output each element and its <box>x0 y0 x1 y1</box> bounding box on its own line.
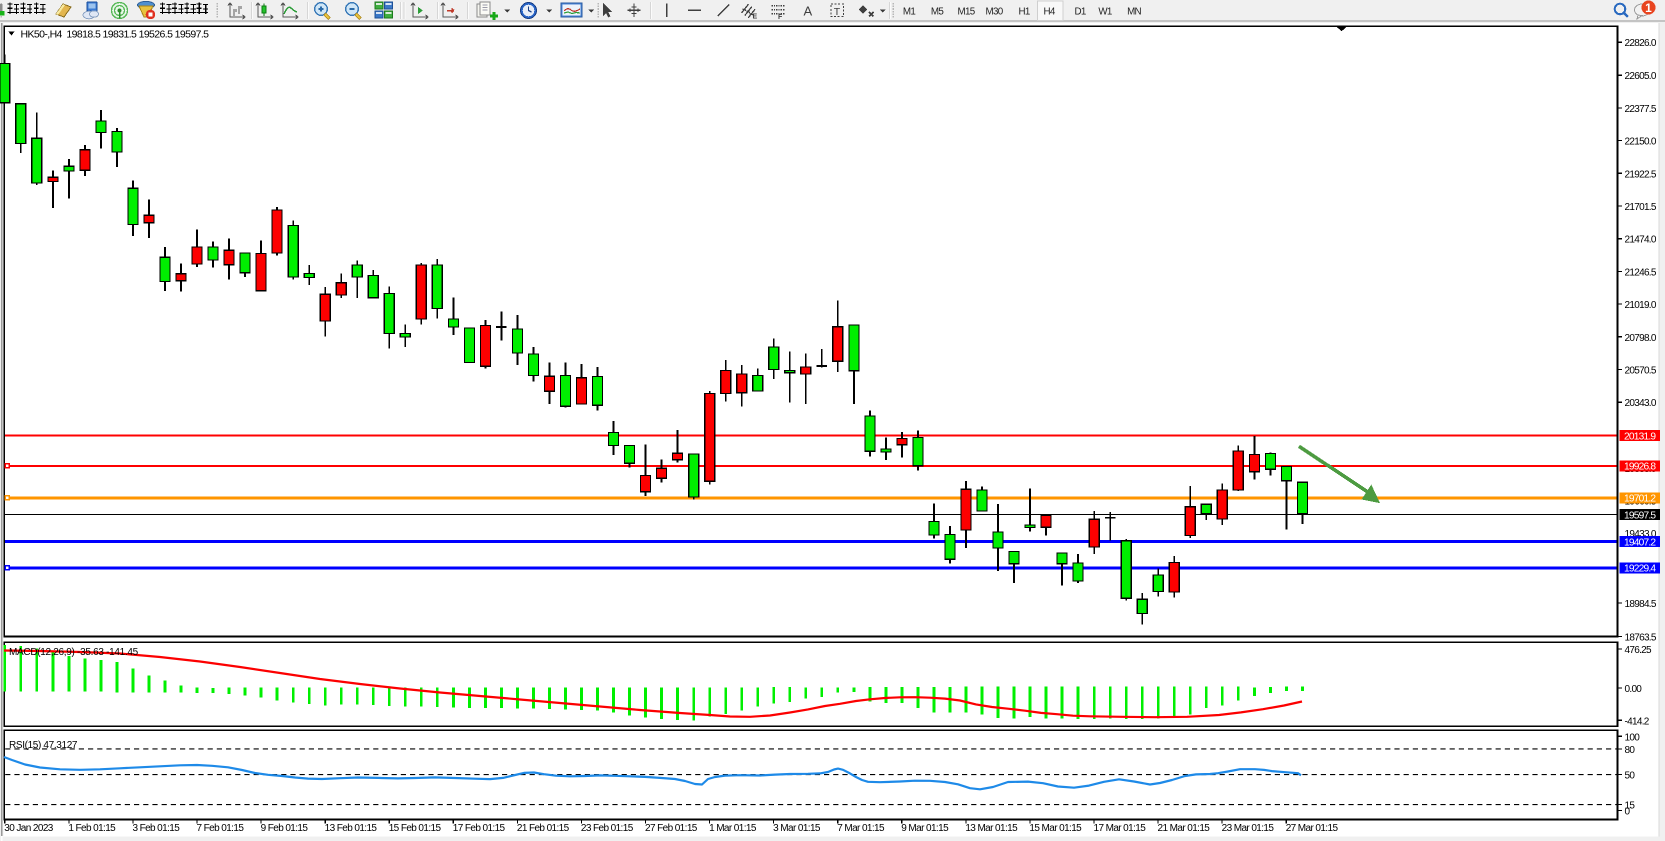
svg-text:19407.2: 19407.2 <box>1624 537 1656 548</box>
svg-text:T: T <box>834 6 841 18</box>
svg-text:0: 0 <box>1625 807 1631 818</box>
svg-text:21 Mar 01:15: 21 Mar 01:15 <box>1158 823 1211 834</box>
svg-text:MACD(12,26,9) -35.63 -141.45: MACD(12,26,9) -35.63 -141.45 <box>9 647 139 658</box>
svg-text:19433.0: 19433.0 <box>1625 529 1657 540</box>
svg-text:80: 80 <box>1625 745 1636 756</box>
svg-text:1 Feb 01:15: 1 Feb 01:15 <box>68 823 116 834</box>
svg-text:21246.5: 21246.5 <box>1625 267 1657 278</box>
svg-text:22605.0: 22605.0 <box>1625 71 1657 82</box>
svg-text:22826.0: 22826.0 <box>1625 38 1657 49</box>
svg-text:3 Mar 01:15: 3 Mar 01:15 <box>773 823 821 834</box>
svg-text:13 Feb 01:15: 13 Feb 01:15 <box>325 823 378 834</box>
svg-text:3 Feb 01:15: 3 Feb 01:15 <box>132 823 180 834</box>
svg-text:0.00: 0.00 <box>1625 684 1643 695</box>
svg-text:20570.5: 20570.5 <box>1625 366 1657 377</box>
svg-text:18984.5: 18984.5 <box>1625 599 1657 610</box>
svg-text:MN: MN <box>1127 7 1141 18</box>
svg-text:20131.9: 20131.9 <box>1624 431 1656 442</box>
svg-text:22150.0: 22150.0 <box>1625 137 1657 148</box>
svg-text:F: F <box>778 14 783 21</box>
svg-text:W1: W1 <box>1098 7 1112 18</box>
svg-text:22377.5: 22377.5 <box>1625 104 1657 115</box>
svg-text:H1: H1 <box>1018 7 1029 18</box>
svg-text:21 Feb 01:15: 21 Feb 01:15 <box>517 823 570 834</box>
svg-text:30 Jan 2023: 30 Jan 2023 <box>4 823 53 834</box>
svg-text:23 Feb 01:15: 23 Feb 01:15 <box>581 823 634 834</box>
svg-text:H4: H4 <box>1043 7 1055 18</box>
svg-text:M30: M30 <box>986 7 1004 18</box>
svg-text:-414.2: -414.2 <box>1625 716 1650 727</box>
svg-text:1: 1 <box>1645 1 1652 15</box>
svg-text:M15: M15 <box>958 7 976 18</box>
svg-text:19926.8: 19926.8 <box>1624 462 1656 473</box>
svg-text:19229.4: 19229.4 <box>1624 564 1656 575</box>
svg-text:15 Feb 01:15: 15 Feb 01:15 <box>389 823 442 834</box>
svg-text:27 Feb 01:15: 27 Feb 01:15 <box>645 823 698 834</box>
svg-text:18763.5: 18763.5 <box>1625 633 1657 644</box>
svg-text:23 Mar 01:15: 23 Mar 01:15 <box>1222 823 1275 834</box>
svg-text:D1: D1 <box>1074 7 1085 18</box>
svg-text:M5: M5 <box>931 7 944 18</box>
svg-text:21922.5: 21922.5 <box>1625 169 1657 180</box>
svg-text:7 Mar 01:15: 7 Mar 01:15 <box>837 823 885 834</box>
svg-text:19597.5: 19597.5 <box>1624 510 1656 521</box>
svg-text:17 Mar 01:15: 17 Mar 01:15 <box>1093 823 1146 834</box>
svg-text:9 Mar 01:15: 9 Mar 01:15 <box>901 823 949 834</box>
svg-text:20343.0: 20343.0 <box>1625 398 1657 409</box>
svg-text:100: 100 <box>1625 732 1641 743</box>
svg-text:9 Feb 01:15: 9 Feb 01:15 <box>261 823 309 834</box>
svg-text:476.25: 476.25 <box>1625 645 1653 656</box>
svg-text:1 Mar 01:15: 1 Mar 01:15 <box>709 823 757 834</box>
svg-text:7 Feb 01:15: 7 Feb 01:15 <box>197 823 245 834</box>
svg-text:21701.5: 21701.5 <box>1625 202 1657 213</box>
svg-text:21019.0: 21019.0 <box>1625 300 1657 311</box>
svg-text:RSI(15) 47.3127: RSI(15) 47.3127 <box>9 740 78 751</box>
svg-text:13 Mar 01:15: 13 Mar 01:15 <box>965 823 1018 834</box>
svg-text:50: 50 <box>1625 771 1636 782</box>
svg-text:27 Mar 01:15: 27 Mar 01:15 <box>1286 823 1339 834</box>
svg-text:17 Feb 01:15: 17 Feb 01:15 <box>453 823 506 834</box>
svg-text:HK50-,H4 19818.5 19831.5 1952: HK50-,H4 19818.5 19831.5 19526.5 19597.5 <box>21 29 210 41</box>
svg-text:E: E <box>753 14 758 21</box>
svg-text:A: A <box>804 4 813 19</box>
svg-text:20798.0: 20798.0 <box>1625 333 1657 344</box>
svg-text:15 Mar 01:15: 15 Mar 01:15 <box>1029 823 1082 834</box>
svg-text:19701.2: 19701.2 <box>1624 494 1656 505</box>
svg-text:15: 15 <box>1625 801 1636 812</box>
svg-text:M1: M1 <box>903 7 915 18</box>
svg-text:21474.0: 21474.0 <box>1625 235 1657 246</box>
